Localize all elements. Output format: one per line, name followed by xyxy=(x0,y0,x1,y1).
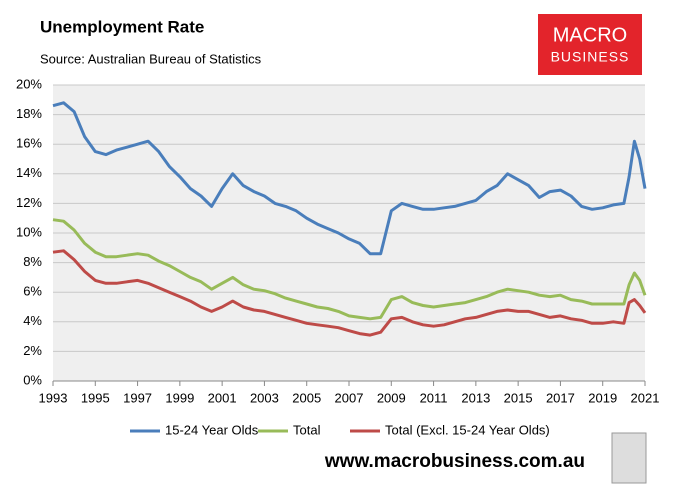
x-tick-label: 1997 xyxy=(123,390,152,405)
logo-text: MACRO xyxy=(553,24,627,46)
y-tick-label: 10% xyxy=(16,224,42,239)
x-tick-label: 1999 xyxy=(165,390,194,405)
x-tick-label: 2003 xyxy=(250,390,279,405)
x-tick-label: 2007 xyxy=(335,390,364,405)
y-tick-label: 16% xyxy=(16,136,42,151)
y-tick-label: 2% xyxy=(23,343,42,358)
x-tick-label: 2015 xyxy=(504,390,533,405)
legend-label: Total xyxy=(293,422,321,437)
x-tick-label: 2021 xyxy=(631,390,660,405)
legend-label: Total (Excl. 15-24 Year Olds) xyxy=(385,422,550,437)
y-tick-label: 18% xyxy=(16,106,42,121)
footer-url: www.macrobusiness.com.au xyxy=(324,451,585,472)
x-tick-label: 2009 xyxy=(377,390,406,405)
chart-title: Unemployment Rate xyxy=(40,17,204,36)
x-tick-label: 2017 xyxy=(546,390,575,405)
series-line xyxy=(52,249,647,337)
legend-label: 15-24 Year Olds xyxy=(165,422,259,437)
y-tick-label: 8% xyxy=(23,254,42,269)
y-tick-label: 0% xyxy=(23,372,42,387)
y-tick-label: 14% xyxy=(16,165,42,180)
x-tick-label: 1993 xyxy=(39,390,68,405)
logo-box xyxy=(538,14,642,75)
x-tick-label: 2013 xyxy=(461,390,490,405)
y-tick-label: 6% xyxy=(23,284,42,299)
y-tick-label: 20% xyxy=(16,76,42,91)
logo-icon xyxy=(611,432,647,484)
y-tick-label: 12% xyxy=(16,195,42,210)
series-line xyxy=(52,101,647,256)
x-tick-label: 2005 xyxy=(292,390,321,405)
x-tick-label: 2011 xyxy=(420,390,448,405)
logo-text: BUSINESS xyxy=(551,49,630,65)
x-tick-label: 2001 xyxy=(208,390,237,405)
x-tick-label: 1995 xyxy=(81,390,110,405)
chart-subtitle: Source: Australian Bureau of Statistics xyxy=(40,51,262,66)
x-tick-label: 2019 xyxy=(588,390,617,405)
series-line xyxy=(52,218,647,321)
y-tick-label: 4% xyxy=(23,313,42,328)
